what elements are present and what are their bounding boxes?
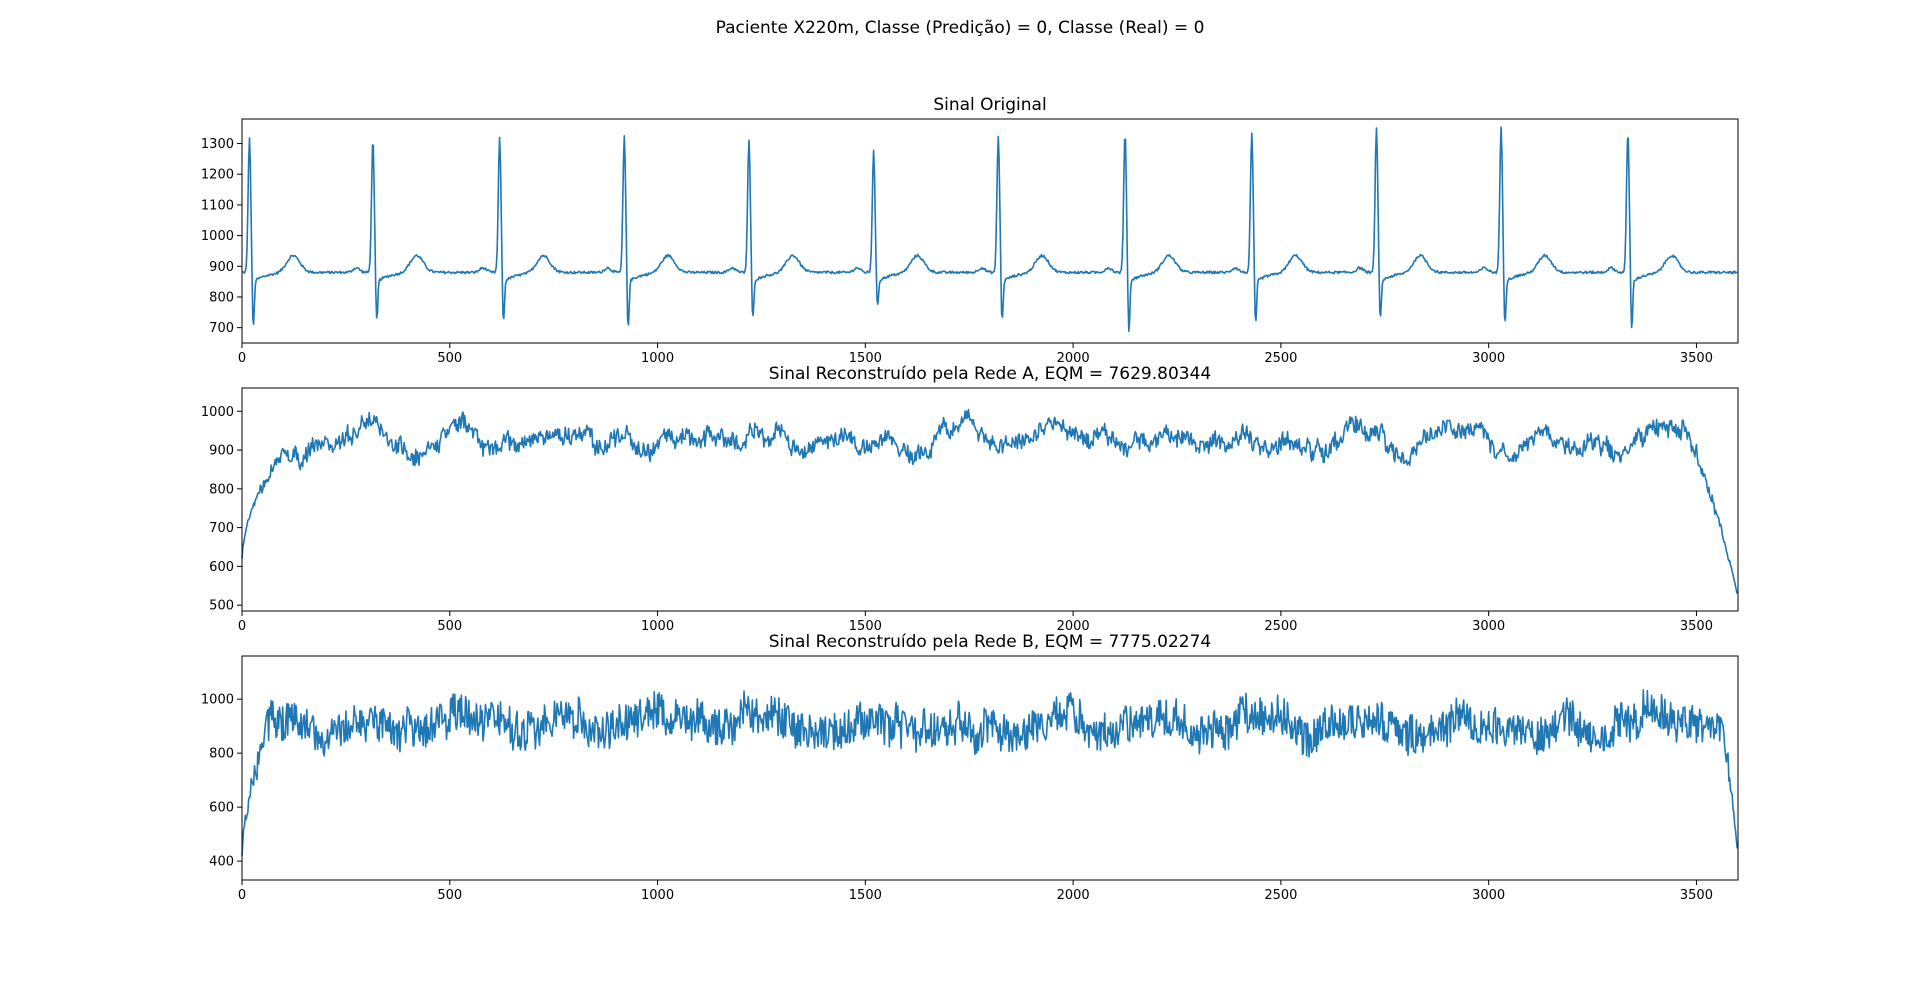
x-tick-label: 2500 <box>1264 351 1297 366</box>
x-tick-label: 3000 <box>1472 351 1505 366</box>
y-tick-label: 900 <box>209 444 234 459</box>
x-tick-label: 1000 <box>641 888 674 903</box>
axes-frame-original <box>241 118 1739 344</box>
x-tick-label: 3500 <box>1680 619 1713 634</box>
y-tick-label: 1000 <box>201 693 234 708</box>
figure-suptitle: Paciente X220m, Classe (Predição) = 0, C… <box>716 18 1205 38</box>
x-tick-label: 2000 <box>1057 351 1090 366</box>
y-axis-rede-a: 500 600 700 800 900 1000 <box>201 405 242 614</box>
axes-frame-rede-a <box>241 387 1739 612</box>
subplot-original: Sinal Original 0 500 1000 1500 2000 2500 3000 3… <box>201 95 1739 366</box>
y-tick-label: 700 <box>209 321 234 336</box>
y-tick-label: 600 <box>209 801 234 816</box>
y-tick-label: 900 <box>209 260 234 275</box>
x-axis-rede-b: 0 500 1000 1500 2000 2500 3000 3500 <box>238 880 1713 903</box>
series-line-rede-b <box>241 689 1738 856</box>
x-tick-label: 1500 <box>849 351 882 366</box>
x-tick-label: 500 <box>437 619 462 634</box>
subplot-rede-a: Sinal Reconstruído pela Rede A, EQM = 76… <box>201 364 1739 634</box>
y-tick-label: 1000 <box>201 229 234 244</box>
y-tick-label: 800 <box>209 747 234 762</box>
x-tick-label: 500 <box>437 888 462 903</box>
series-line-original <box>241 126 1738 332</box>
y-tick-label: 1000 <box>201 405 234 420</box>
axes-frame-rede-b <box>241 655 1739 881</box>
y-tick-label: 800 <box>209 290 234 305</box>
x-tick-label: 3500 <box>1680 888 1713 903</box>
y-axis-rede-b: 400 600 800 1000 <box>201 693 242 870</box>
x-tick-label: 3000 <box>1472 888 1505 903</box>
x-axis-original: 0 500 1000 1500 2000 2500 3000 3500 <box>238 343 1713 366</box>
x-tick-label: 2500 <box>1264 888 1297 903</box>
series-line-rede-a <box>241 408 1738 594</box>
y-tick-label: 1100 <box>201 198 234 213</box>
x-axis-rede-a: 0 500 1000 1500 2000 2500 3000 3500 <box>238 611 1713 634</box>
y-tick-label: 600 <box>209 560 234 575</box>
x-tick-label: 3500 <box>1680 351 1713 366</box>
subplot-title-rede-a: Sinal Reconstruído pela Rede A, EQM = 76… <box>769 364 1211 384</box>
y-tick-label: 700 <box>209 521 234 536</box>
x-tick-label: 0 <box>238 351 246 366</box>
y-tick-label: 500 <box>209 599 234 614</box>
x-tick-label: 0 <box>238 888 246 903</box>
y-axis-original: 700 800 900 1000 1100 1200 1300 <box>201 137 242 336</box>
x-tick-label: 2000 <box>1057 888 1090 903</box>
x-tick-label: 3000 <box>1472 619 1505 634</box>
x-tick-label: 1000 <box>641 351 674 366</box>
x-tick-label: 2500 <box>1264 619 1297 634</box>
y-tick-label: 400 <box>209 855 234 870</box>
subplot-title-rede-b: Sinal Reconstruído pela Rede B, EQM = 77… <box>769 632 1211 652</box>
x-tick-label: 500 <box>437 351 462 366</box>
y-tick-label: 1200 <box>201 168 234 183</box>
x-tick-label: 2000 <box>1057 619 1090 634</box>
x-tick-label: 1500 <box>849 888 882 903</box>
y-tick-label: 1300 <box>201 137 234 152</box>
x-tick-label: 1000 <box>641 619 674 634</box>
y-tick-label: 800 <box>209 482 234 497</box>
subplot-rede-b: Sinal Reconstruído pela Rede B, EQM = 77… <box>201 632 1739 903</box>
x-tick-label: 0 <box>238 619 246 634</box>
x-tick-label: 1500 <box>849 619 882 634</box>
subplot-title-original: Sinal Original <box>933 95 1046 115</box>
